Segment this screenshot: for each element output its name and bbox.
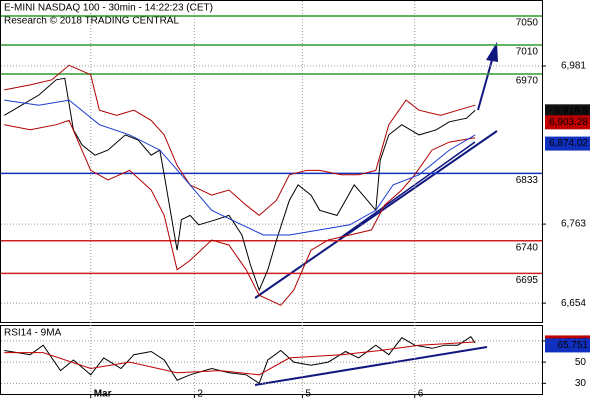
level-label: 7010: [516, 47, 539, 58]
price-tag: [545, 115, 590, 130]
arrow-head: [486, 42, 498, 62]
rsi-title: RSI14 - 9MA: [4, 328, 62, 339]
price-panel: [0, 0, 543, 323]
price-tag-label: 65.751: [557, 340, 588, 351]
price-tag-label: 6,903.28: [549, 117, 588, 128]
level-label: 6740: [516, 242, 539, 253]
y-tick-label: 50: [575, 357, 587, 368]
y-tick-label: 6,981: [561, 61, 586, 72]
level-label: 6970: [516, 76, 539, 87]
series-line: [4, 99, 476, 236]
price-tag: [545, 338, 590, 353]
y-tick-label: 6,654: [561, 298, 586, 309]
series-line: [4, 341, 476, 376]
rsi-panel: [0, 325, 543, 395]
y-tick-label: 30: [575, 378, 587, 389]
price-tag-label: 6,874.02: [549, 138, 588, 149]
series-line: [4, 64, 476, 217]
x-tick-label: 5: [305, 389, 311, 400]
chart-title: E-MINI NASDAQ 100 - 30min - 14:22:23 (CE…: [4, 3, 213, 14]
x-tick-label: 2: [197, 389, 203, 400]
forecast-arrow: [477, 59, 493, 111]
annotations: [1, 1, 542, 394]
y-tick-label: 6,763: [561, 219, 586, 230]
price-tag: [545, 104, 590, 119]
series-line: [4, 336, 476, 385]
rsi-trend-line: [254, 346, 488, 386]
x-tick-label: 6: [418, 389, 424, 400]
trend-line: [339, 141, 476, 239]
chart-subtitle: Research © 2018 TRADING CENTRAL: [4, 16, 179, 27]
series-line: [4, 77, 476, 292]
level-label: 6833: [516, 175, 539, 186]
level-label: 6695: [516, 275, 539, 286]
x-tick-label: Mar: [94, 389, 112, 400]
series-line: [4, 119, 476, 306]
price-tag: [545, 136, 590, 151]
level-label: 7050: [516, 18, 539, 29]
trend-line: [254, 130, 498, 299]
price-tag-label: 6,918.5: [555, 106, 589, 117]
